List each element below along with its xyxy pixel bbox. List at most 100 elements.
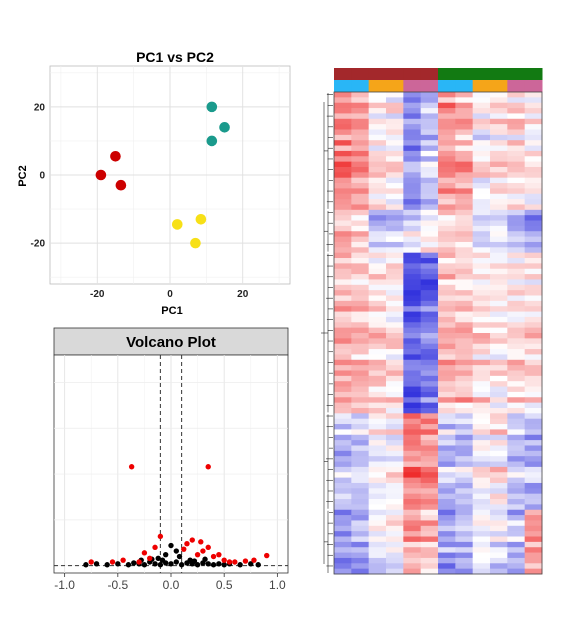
heatmap-cell (351, 166, 370, 173)
heatmap-cell (507, 450, 526, 457)
heatmap-cell (351, 343, 370, 350)
heatmap-cell (386, 343, 404, 350)
heatmap-cell (490, 220, 508, 227)
heatmap-cell (490, 482, 508, 489)
heatmap-cell (420, 322, 439, 329)
heatmap-cell (368, 92, 387, 98)
heatmap-cell (403, 311, 422, 318)
heatmap-cell (455, 402, 474, 409)
heatmap-cell (472, 343, 491, 350)
heatmap-cell (524, 183, 543, 189)
heatmap-cell (420, 145, 439, 152)
heatmap-cell (438, 402, 456, 409)
heatmap-cell (403, 370, 422, 377)
heatmap-cell (490, 365, 508, 371)
heatmap-cell (455, 424, 474, 430)
heatmap-cell (472, 536, 491, 543)
heatmap-cell (386, 557, 404, 564)
heatmap-cell (507, 338, 526, 345)
heatmap-cell (472, 477, 491, 484)
volcano-point (205, 561, 211, 567)
heatmap-cell (386, 482, 404, 489)
heatmap-cell (490, 145, 508, 152)
heatmap-cell (507, 520, 526, 527)
heatmap-cell (368, 375, 387, 382)
heatmap-cell (386, 391, 404, 398)
heatmap-cell (507, 354, 526, 361)
volcano-x-tick-label: 0.0 (163, 578, 180, 592)
heatmap-cell (386, 488, 404, 495)
heatmap-cell (420, 290, 439, 296)
volcano-x-tick-label: -1.0 (54, 578, 75, 592)
heatmap-cell (334, 300, 352, 307)
heatmap-cell (334, 456, 352, 462)
heatmap-cell (455, 515, 474, 521)
heatmap-cell (403, 172, 422, 179)
heatmap-cell (403, 456, 422, 462)
heatmap-cell (334, 263, 352, 270)
heatmap-cell (420, 156, 439, 163)
heatmap-cell (472, 209, 491, 216)
heatmap-cell (507, 370, 526, 377)
heatmap-cell (334, 536, 352, 543)
heatmap-cell (403, 552, 422, 559)
heatmap-cell (438, 461, 456, 468)
heatmap-cell (455, 349, 474, 355)
heatmap-cell (420, 365, 439, 371)
heatmap-cell (524, 156, 543, 163)
volcano-point (194, 562, 201, 568)
heatmap-cell (455, 370, 474, 377)
heatmap-cell (403, 284, 422, 291)
heatmap-cell (334, 295, 352, 302)
heatmap-cell (368, 252, 387, 259)
heatmap-cell (455, 274, 474, 280)
heatmap-cell (490, 252, 508, 259)
heatmap-cell (455, 504, 474, 511)
heatmap-cell (438, 541, 456, 548)
heatmap-cell (334, 568, 352, 575)
heatmap-cell (472, 290, 491, 296)
heatmap-cell (386, 295, 404, 302)
heatmap-cell (490, 461, 508, 468)
heatmap-cell (524, 386, 543, 393)
heatmap-cell (472, 124, 491, 130)
heatmap-cell (403, 466, 422, 473)
heatmap-cell (524, 220, 543, 227)
heatmap-cell (334, 268, 352, 275)
heatmap-cell (490, 316, 508, 323)
heatmap-cell (386, 541, 404, 548)
volcano-significant-point (189, 537, 195, 543)
heatmap-cell (507, 188, 526, 195)
heatmap-cell (420, 525, 439, 532)
heatmap-cell (507, 333, 526, 339)
heatmap-cell (455, 172, 474, 179)
heatmap-cell (420, 552, 439, 559)
heatmap-cell (334, 322, 352, 329)
heatmap-cell (524, 300, 543, 307)
heatmap-cell (507, 359, 526, 366)
heatmap-cell (490, 150, 508, 157)
heatmap-cell (438, 231, 456, 237)
heatmap-cell (386, 177, 404, 184)
heatmap-cell (472, 488, 491, 495)
heatmap-cell (472, 166, 491, 173)
heatmap-cell (455, 386, 474, 393)
heatmap-cell (438, 102, 456, 109)
heatmap-cell (386, 225, 404, 232)
heatmap-cell (507, 263, 526, 270)
heatmap-cell (420, 204, 439, 211)
heatmap-cell (507, 557, 526, 564)
heatmap-cell (438, 166, 456, 173)
pca-y-tick-label: -20 (31, 239, 46, 250)
heatmap-cell (368, 113, 387, 120)
heatmap-cell (403, 429, 422, 436)
heatmap-cell (420, 327, 439, 334)
heatmap-cell (524, 343, 543, 350)
heatmap-cell (490, 333, 508, 339)
heatmap-cell (351, 413, 370, 420)
heatmap-cell (334, 156, 352, 163)
heatmap-cell (334, 193, 352, 200)
heatmap-cell (455, 177, 474, 184)
heatmap-cell (334, 434, 352, 441)
heatmap-cell (351, 429, 370, 436)
